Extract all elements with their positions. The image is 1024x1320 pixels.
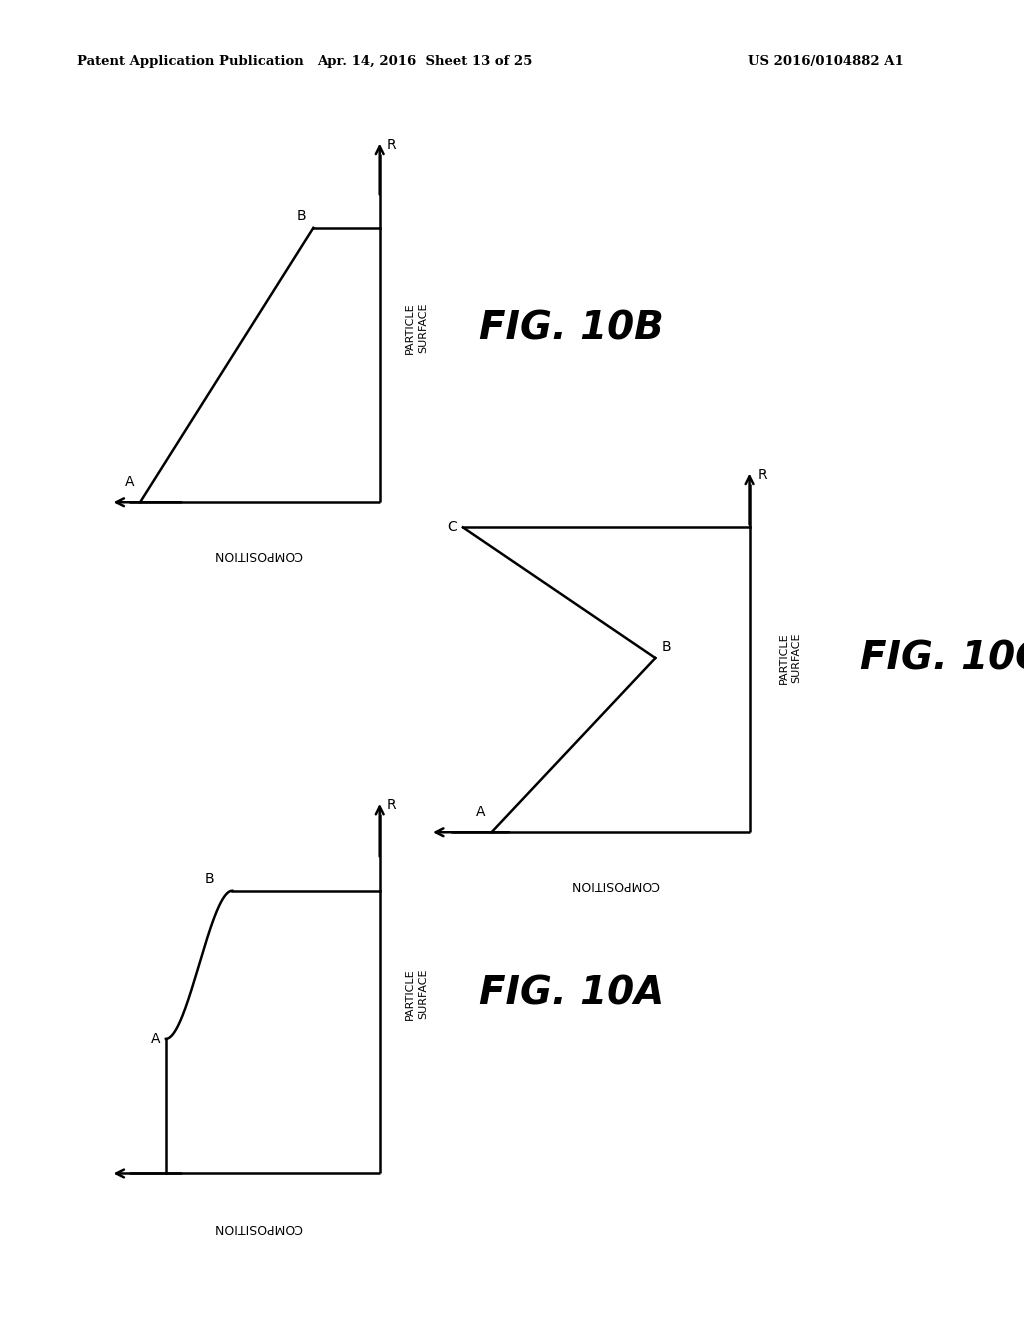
Text: C: C: [446, 520, 457, 535]
Text: R: R: [387, 799, 396, 813]
Text: FIG. 10A: FIG. 10A: [479, 975, 665, 1012]
Text: PARTICLE
SURFACE: PARTICLE SURFACE: [406, 302, 428, 354]
Text: COMPOSITION: COMPOSITION: [570, 878, 658, 891]
Text: B: B: [662, 640, 671, 653]
Text: A: A: [125, 475, 134, 490]
Text: B: B: [296, 210, 306, 223]
Text: COMPOSITION: COMPOSITION: [214, 548, 302, 561]
Text: R: R: [758, 469, 767, 482]
Text: COMPOSITION: COMPOSITION: [214, 1221, 302, 1234]
Text: PARTICLE
SURFACE: PARTICLE SURFACE: [406, 968, 428, 1020]
Text: A: A: [476, 805, 485, 820]
Text: A: A: [151, 1032, 161, 1045]
Text: FIG. 10B: FIG. 10B: [479, 309, 664, 347]
Text: US 2016/0104882 A1: US 2016/0104882 A1: [748, 55, 903, 69]
Text: B: B: [204, 873, 214, 886]
Text: R: R: [387, 139, 396, 152]
Text: FIG. 10C: FIG. 10C: [860, 639, 1024, 677]
Text: Apr. 14, 2016  Sheet 13 of 25: Apr. 14, 2016 Sheet 13 of 25: [317, 55, 532, 69]
Text: PARTICLE
SURFACE: PARTICLE SURFACE: [779, 632, 802, 684]
Text: Patent Application Publication: Patent Application Publication: [77, 55, 303, 69]
